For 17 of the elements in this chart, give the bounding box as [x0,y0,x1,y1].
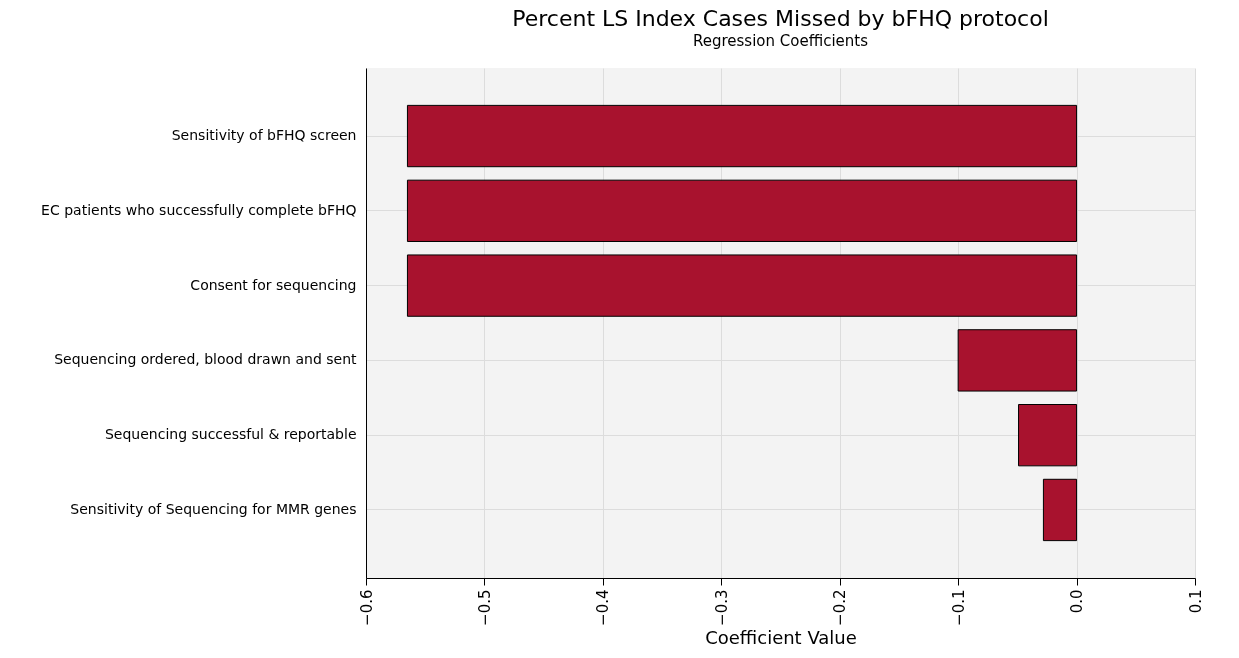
x-tick-label: −0.2 [831,589,850,626]
y-tick-label: Sequencing ordered, blood drawn and sent [54,351,358,368]
x-axis-title: Coefficient Value [705,626,857,648]
x-tick-label: −0.5 [475,589,494,626]
y-tick-label: Sensitivity of bFHQ screen [171,127,357,144]
y-tick-label: Consent for sequencing [190,276,357,293]
y-tick-label: EC patients who successfully complete bFHQ [41,201,357,218]
y-tick-label: Sensitivity of Sequencing for MMR genes [70,500,357,517]
chart-subtitle: Regression Coefficients [692,32,869,50]
y-tick-label: Sequencing successful & reportable [104,426,357,443]
x-tick-label: 0.1 [1186,589,1205,614]
x-tick-label: −0.4 [594,589,613,626]
x-tick-label: −0.3 [712,589,731,626]
x-tick-label: −0.1 [949,589,968,626]
x-tick-label: 0.0 [1068,589,1087,614]
chart-title: Percent LS Index Cases Missed by bFHQ protocol [512,6,1049,31]
x-tick-label: −0.6 [357,589,376,626]
